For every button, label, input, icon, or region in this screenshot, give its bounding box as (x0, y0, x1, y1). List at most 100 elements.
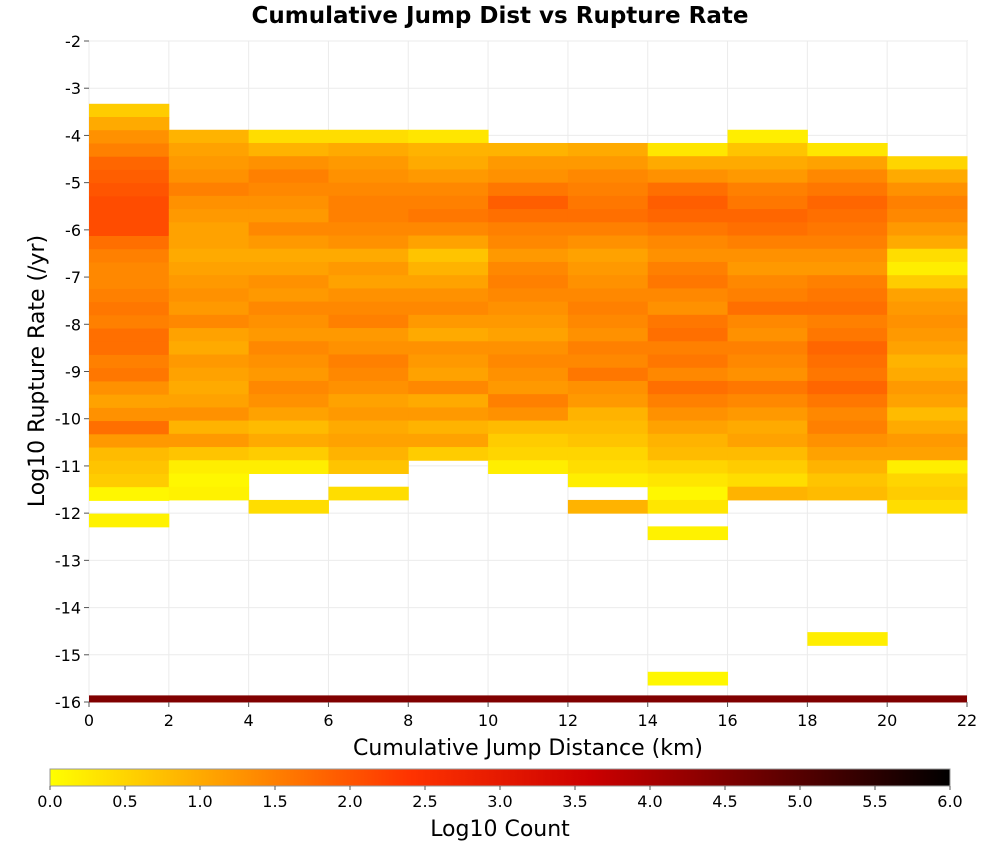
heatmap-cell (168, 182, 250, 197)
heatmap-cell (647, 460, 729, 474)
heatmap-cell (887, 499, 968, 514)
heatmap-cell (807, 394, 888, 408)
y-tick-label: -4 (65, 126, 81, 145)
heatmap-cell (328, 195, 409, 210)
heatmap-cell (887, 209, 968, 223)
heatmap-cell (408, 142, 489, 157)
heatmap-cell (328, 367, 409, 382)
heatmap-cell (567, 447, 649, 461)
heatmap-cell (168, 156, 250, 170)
heatmap-cell (89, 513, 170, 528)
y-tick-label: -12 (55, 504, 81, 523)
heatmap-cell (248, 248, 329, 263)
heatmap-cell (89, 183, 170, 197)
heatmap-cell (567, 328, 649, 342)
heatmap-cell (168, 447, 250, 461)
heatmap-cell (887, 380, 968, 395)
y-tick-label: -5 (65, 174, 81, 193)
x-axis-label: Cumulative Jump Distance (km) (353, 736, 703, 761)
heatmap-cell (727, 195, 808, 210)
heatmap-cell (328, 129, 409, 144)
heatmap-cell (488, 222, 569, 237)
heatmap-cell (567, 420, 649, 435)
heatmap-cell (647, 222, 729, 237)
heatmap-cell (887, 288, 968, 303)
heatmap-cell (887, 486, 968, 501)
heatmap-cell (807, 367, 888, 382)
heatmap-cell (168, 328, 250, 342)
heatmap-cell (488, 380, 569, 395)
colorbar (49, 768, 951, 787)
x-tick-label: 10 (478, 711, 498, 730)
heatmap-cell (647, 447, 729, 461)
heatmap-cell (248, 261, 329, 276)
heatmap-cell (488, 354, 569, 369)
heatmap-cell (887, 222, 968, 237)
heatmap-cell (328, 447, 409, 461)
heatmap-cell (248, 142, 329, 157)
heatmap-cell (328, 394, 409, 408)
heatmap-cell (807, 169, 888, 184)
heatmap-cell (807, 261, 888, 276)
heatmap-cell (488, 328, 569, 342)
heatmap-cell (408, 209, 489, 223)
heatmap-cell (727, 275, 808, 289)
heatmap-cell (807, 275, 888, 289)
heatmap-cell (727, 314, 808, 329)
heatmap-cell (408, 367, 489, 382)
heatmap-cell (248, 328, 329, 342)
heatmap-cell (807, 407, 888, 422)
heatmap-cell (168, 209, 250, 223)
heatmap-cell (328, 460, 409, 474)
heatmap-cell (248, 182, 329, 197)
heatmap-cell (328, 275, 409, 289)
heatmap-cell (89, 275, 170, 290)
heatmap-cell (647, 394, 729, 408)
heatmap-cell (887, 261, 968, 276)
heatmap-cell (89, 235, 170, 250)
heatmap-cell (887, 354, 968, 369)
heatmap-cell (887, 394, 968, 408)
colorbar-tick-label: 2.0 (337, 792, 362, 811)
heatmap-cell (488, 460, 569, 474)
y-axis-label: Log10 Rupture Rate (/yr) (25, 235, 50, 507)
heatmap-cell (887, 195, 968, 210)
y-tick-label: -13 (55, 551, 81, 570)
heatmap-cell (89, 288, 170, 303)
heatmap-cell (807, 248, 888, 263)
heatmap-cell (807, 420, 888, 435)
y-tick-label: -8 (65, 315, 81, 334)
heatmap-cell (248, 275, 329, 289)
heatmap-cell (408, 195, 489, 210)
heatmap-cell (328, 182, 409, 197)
heatmap-cell (727, 420, 808, 435)
heatmap-cell (807, 433, 888, 448)
heatmap-cell (168, 248, 250, 263)
heatmap-cell (408, 433, 489, 448)
heatmap-cell (887, 248, 968, 263)
heatmap-cell (567, 182, 649, 197)
heatmap-cell (328, 235, 409, 250)
heatmap-cell (89, 354, 170, 369)
x-tick-label: 22 (957, 711, 977, 730)
heatmap-cell (248, 301, 329, 316)
heatmap-cell (408, 328, 489, 342)
heatmap-cell (89, 222, 170, 237)
heatmap-cell (887, 473, 968, 488)
heatmap-cell (328, 341, 409, 356)
heatmap-cell (807, 156, 888, 170)
heatmap-cell (408, 420, 489, 435)
heatmap-cell (89, 381, 170, 396)
heatmap-cell (647, 407, 729, 422)
heatmap-cell (408, 301, 489, 316)
heatmap-cell (89, 117, 170, 131)
y-tick-label: -15 (55, 646, 81, 665)
heatmap-cell (488, 433, 569, 448)
heatmap-cell (727, 473, 808, 488)
heatmap-cell (887, 420, 968, 435)
heatmap-cell (488, 394, 569, 408)
heatmap-cell (89, 156, 170, 171)
heatmap-cell (727, 301, 808, 316)
heatmap-cell (168, 460, 250, 474)
heatmap-cell (168, 142, 250, 157)
